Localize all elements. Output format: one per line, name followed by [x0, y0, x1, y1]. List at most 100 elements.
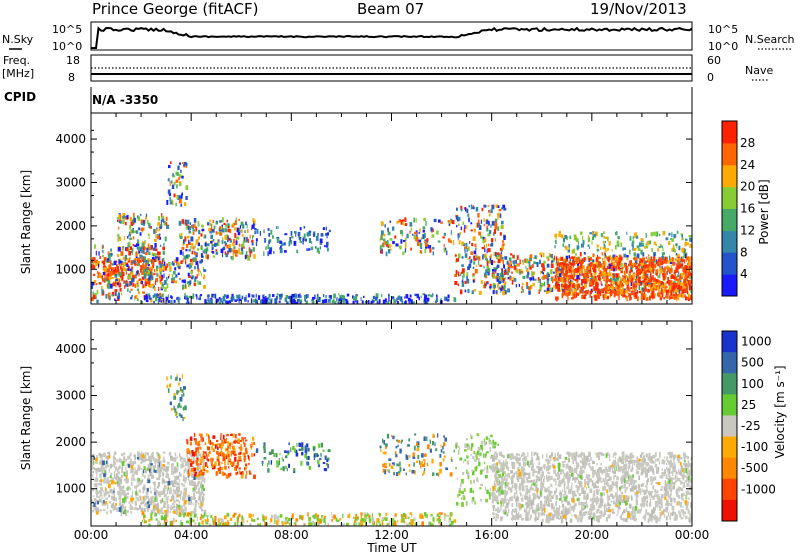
power-echo-cell [679, 276, 681, 281]
power-echo-cell [199, 294, 201, 298]
velocity-echo-cell [119, 478, 123, 482]
power-echo-cell [554, 286, 556, 291]
power-echo-cell [540, 253, 543, 258]
velocity-echo-cell [429, 439, 431, 444]
power-echo-cell [496, 264, 500, 269]
velocity-echo-cell [207, 515, 209, 518]
power-echo-cell [681, 247, 684, 253]
power-echo-cell [493, 260, 496, 263]
power-echo-cell [527, 271, 530, 276]
velocity-echo-cell [93, 461, 95, 465]
velocity-echo-cell [177, 504, 181, 508]
power-echo-cell [242, 243, 245, 249]
power-echo-cell [615, 275, 618, 281]
power-echo-cell [185, 301, 188, 304]
velocity-echo-cell [109, 463, 113, 469]
velocity-echo-cell [121, 461, 125, 466]
power-echo-cell [652, 275, 654, 280]
power-echo-cell [92, 291, 94, 296]
power-echo-cell [98, 251, 100, 256]
power-echo-cell [304, 238, 307, 242]
power-echo-cell [648, 260, 651, 266]
power-echo-cell [618, 280, 620, 284]
power-echo-cell [159, 269, 162, 275]
power-echo-cell [173, 193, 176, 198]
power-echo-cell [625, 294, 627, 299]
power-echo-cell [138, 249, 141, 254]
power-echo-cell [497, 216, 499, 220]
power-echo-cell [118, 226, 120, 230]
power-echo-cell [186, 281, 189, 285]
power-echo-cell [467, 246, 470, 251]
power-echo-cell [663, 297, 665, 300]
power-echo-cell [308, 230, 312, 233]
velocity-echo-cell [252, 436, 255, 441]
power-echo-cell [564, 287, 567, 290]
power-echo-cell [555, 240, 557, 244]
velocity-echo-cell [221, 452, 225, 457]
power-echo-cell [573, 234, 577, 237]
power-echo-cell [471, 242, 474, 247]
velocity-echo-cell [198, 477, 201, 481]
power-echo-cell [488, 260, 491, 264]
velocity-echo-cell [153, 465, 156, 468]
power-echo-cell [491, 220, 495, 226]
velocity-echo-cell [174, 475, 178, 478]
power-echo-cell [166, 263, 168, 268]
power-echo-cell [463, 207, 466, 210]
velocity-echo-cell [281, 456, 283, 461]
velocity-echo-cell [212, 442, 215, 446]
power-echo-cell [652, 295, 654, 298]
power-echo-cell [629, 294, 632, 297]
velocity-echo-cell [157, 491, 161, 496]
power-echo-cell [197, 242, 200, 247]
velocity-echo-cell [113, 480, 115, 484]
power-echo-cell [684, 278, 687, 283]
velocity-echo-cell [234, 522, 236, 526]
power-echo-cell [244, 254, 247, 260]
power-echo-cell [623, 289, 625, 293]
velocity-echo-cell [154, 491, 156, 495]
power-echo-cell [499, 232, 502, 236]
power-echo-cell [221, 226, 223, 230]
power-echo-cell [558, 273, 562, 278]
velocity-echo-cell [198, 441, 201, 445]
power-echo-cell [493, 204, 495, 208]
power-echo-cell [563, 285, 566, 288]
power-echo-cell [650, 287, 654, 292]
power-echo-cell [371, 299, 374, 303]
power-echo-cell [109, 275, 112, 280]
power-echo-cell [190, 245, 192, 250]
velocity-echo-cell [158, 476, 161, 481]
power-echo-cell [504, 277, 507, 280]
power-echo-cell [622, 294, 626, 298]
power-echo-cell [643, 290, 646, 296]
velocity-echo-cell [172, 505, 176, 509]
power-echo-cell [615, 260, 617, 263]
power-echo-cell [241, 243, 243, 249]
power-echo-cell [642, 293, 644, 296]
power-echo-cell [123, 280, 125, 283]
power-echo-cell [283, 242, 286, 246]
power-echo-cell [250, 298, 253, 304]
power-echo-cell [596, 264, 598, 268]
power-echo-cell [139, 213, 142, 216]
power-echo-cell [502, 278, 505, 283]
power-echo-cell [420, 247, 422, 249]
power-echo-cell [650, 282, 654, 287]
power-echo-cell [179, 250, 183, 255]
velocity-echo-cell [243, 440, 245, 445]
power-echo-cell [604, 261, 607, 266]
power-echo-cell [643, 288, 646, 292]
velocity-echo-cell [93, 507, 96, 511]
velocity-echo-cell [196, 467, 199, 470]
power-echo-cell [325, 245, 329, 248]
velocity-echo-cell [445, 513, 447, 517]
power-echo-cell [663, 252, 665, 255]
power-echo-cell [567, 249, 571, 253]
velocity-echo-cell [186, 453, 188, 458]
power-echo-cell [550, 278, 553, 282]
power-echo-cell [522, 275, 526, 279]
power-echo-cell [153, 272, 156, 275]
power-echo-cell [212, 251, 215, 254]
